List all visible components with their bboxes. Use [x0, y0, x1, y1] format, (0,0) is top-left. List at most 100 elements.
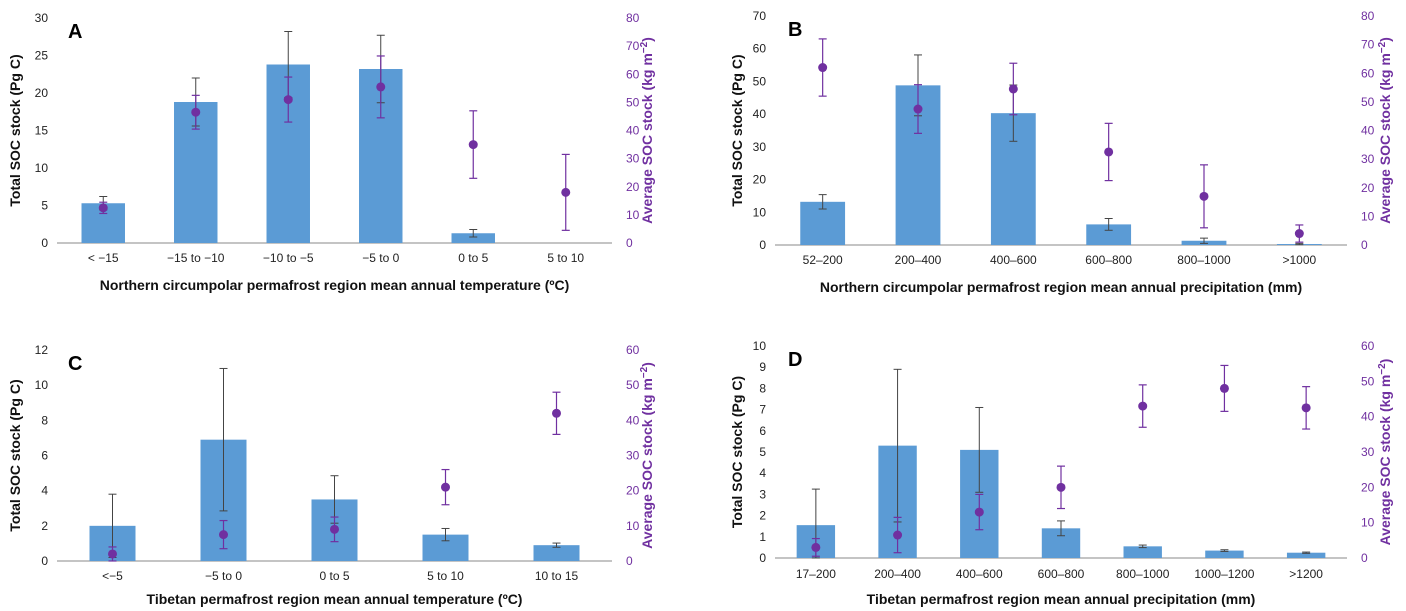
data-point	[1008, 84, 1018, 94]
y-tick-label: 2	[41, 519, 48, 533]
bar-error-bar	[1057, 520, 1065, 537]
y2-axis-label: Average SOC stock (kg m−2)	[639, 362, 656, 549]
bar-error-bar	[1302, 551, 1311, 554]
y2-label-end: )	[1377, 359, 1393, 364]
y2-label-main: Average SOC stock (kg m	[639, 53, 655, 224]
y-tick-label: 3	[759, 487, 766, 501]
bar	[1086, 224, 1132, 245]
data-point	[376, 82, 386, 92]
bar-error-bar	[818, 194, 827, 210]
x-tick-label: 1000–1200	[1194, 567, 1254, 581]
panel-label: D	[788, 349, 802, 371]
y2-label-end: )	[639, 37, 655, 42]
y2-label-end: )	[639, 362, 655, 367]
x-tick-label: >1200	[1289, 567, 1323, 581]
bar	[1286, 552, 1326, 558]
panel-label: B	[788, 19, 802, 41]
y2-tick-label: 40	[1361, 410, 1375, 424]
y2-tick-label: 20	[626, 180, 640, 194]
panel-label: C	[68, 353, 82, 375]
y2-tick-label: 10	[1361, 516, 1375, 530]
y-tick-label: 40	[753, 107, 767, 121]
y2-tick-label: 60	[1361, 66, 1375, 80]
data-point	[1199, 191, 1209, 201]
x-tick-label: < −15	[88, 251, 119, 265]
y2-tick-label: 10	[1361, 209, 1375, 223]
data-point	[811, 542, 821, 552]
y-tick-label: 8	[759, 381, 766, 395]
y2-label-sup: −2	[1377, 363, 1388, 375]
bar	[451, 233, 495, 243]
y2-tick-label: 40	[1361, 124, 1375, 138]
y-tick-label: 30	[35, 11, 49, 25]
y-tick-label: 8	[41, 413, 48, 427]
y2-label-main: Average SOC stock (kg m	[1377, 53, 1393, 224]
y-tick-label: 10	[753, 205, 767, 219]
bar-error-bar	[1295, 242, 1304, 246]
y-tick-label: 0	[41, 554, 48, 568]
data-point	[893, 530, 903, 540]
y2-tick-label: 30	[626, 449, 640, 463]
x-tick-label: 5 to 10	[547, 251, 584, 265]
y2-tick-label: 50	[626, 378, 640, 392]
bar-error-bar	[441, 527, 450, 542]
y2-tick-label: 30	[1361, 152, 1375, 166]
y-tick-label: 5	[41, 199, 48, 213]
data-point	[441, 482, 450, 492]
y-tick-label: 6	[759, 424, 766, 438]
x-tick-label: 200–400	[874, 567, 921, 581]
y-tick-label: 5	[759, 445, 766, 459]
y-tick-label: 7	[759, 403, 766, 417]
y-axis-label: Total SOC stock (Pg C)	[7, 379, 23, 531]
data-point	[1294, 229, 1304, 239]
data-point	[1219, 383, 1229, 393]
y2-tick-label: 10	[626, 519, 640, 533]
x-axis-label: Tibetan permafrost region mean annual pr…	[867, 591, 1256, 607]
data-point	[468, 140, 478, 150]
y2-tick-label: 40	[626, 124, 640, 138]
data-point	[330, 524, 339, 534]
panel-b: 0 10 20 30 40 50 60 70 0 10 20 30 40 50 60 70 80 52–200 20…	[729, 9, 1393, 295]
y-axis-label: Total SOC stock (Pg C)	[729, 376, 745, 528]
y2-tick-label: 70	[626, 39, 640, 53]
data-point	[1138, 401, 1148, 411]
y-tick-label: 50	[753, 74, 767, 88]
y2-axis-label: Average SOC stock (kg m−2)	[1377, 37, 1394, 224]
y2-tick-label: 70	[1361, 38, 1375, 52]
x-tick-label: 17–200	[796, 567, 836, 581]
x-tick-label: 800–1000	[1116, 567, 1170, 581]
y-tick-label: 0	[41, 236, 48, 250]
x-axis-label: Northern circumpolar permafrost region m…	[820, 279, 1302, 295]
x-tick-label: 200–400	[895, 253, 942, 267]
x-tick-label: <−5	[102, 569, 123, 583]
y2-tick-label: 20	[1361, 181, 1375, 195]
y2-axis-label: Average SOC stock (kg m−2)	[639, 37, 656, 224]
bar-error-bar	[1220, 549, 1229, 552]
y-tick-label: 60	[753, 42, 767, 56]
bar-error-bar	[1200, 237, 1208, 244]
y2-tick-label: 30	[1361, 445, 1375, 459]
y2-tick-label: 0	[1361, 551, 1368, 565]
y2-tick-label: 80	[626, 11, 640, 25]
data-point	[1301, 403, 1311, 413]
x-tick-label: −5 to 0	[362, 251, 399, 265]
data-point	[974, 507, 984, 517]
panel-c: 0 2 4 6 8 10 12 0 10 20 30 40 50 60 <−5 −5 to 0 0 to 5 5 …	[7, 343, 655, 607]
data-point	[1104, 147, 1114, 157]
x-tick-label: 400–600	[956, 567, 1003, 581]
data-point	[913, 104, 923, 114]
data-point	[98, 203, 108, 213]
y-axis-label: Total SOC stock (Pg C)	[729, 54, 745, 206]
y2-tick-label: 80	[1361, 9, 1375, 23]
y-tick-label: 10	[35, 378, 49, 392]
bar	[533, 545, 580, 561]
x-tick-label: 600–800	[1085, 253, 1132, 267]
y-tick-label: 2	[759, 509, 766, 523]
y2-tick-label: 30	[626, 152, 640, 166]
y2-axis-label: Average SOC stock (kg m−2)	[1377, 359, 1394, 546]
x-tick-label: 800–1000	[1177, 253, 1231, 267]
y2-label-sup: −2	[639, 366, 650, 378]
data-point	[561, 187, 571, 197]
y-tick-label: 25	[35, 49, 49, 63]
